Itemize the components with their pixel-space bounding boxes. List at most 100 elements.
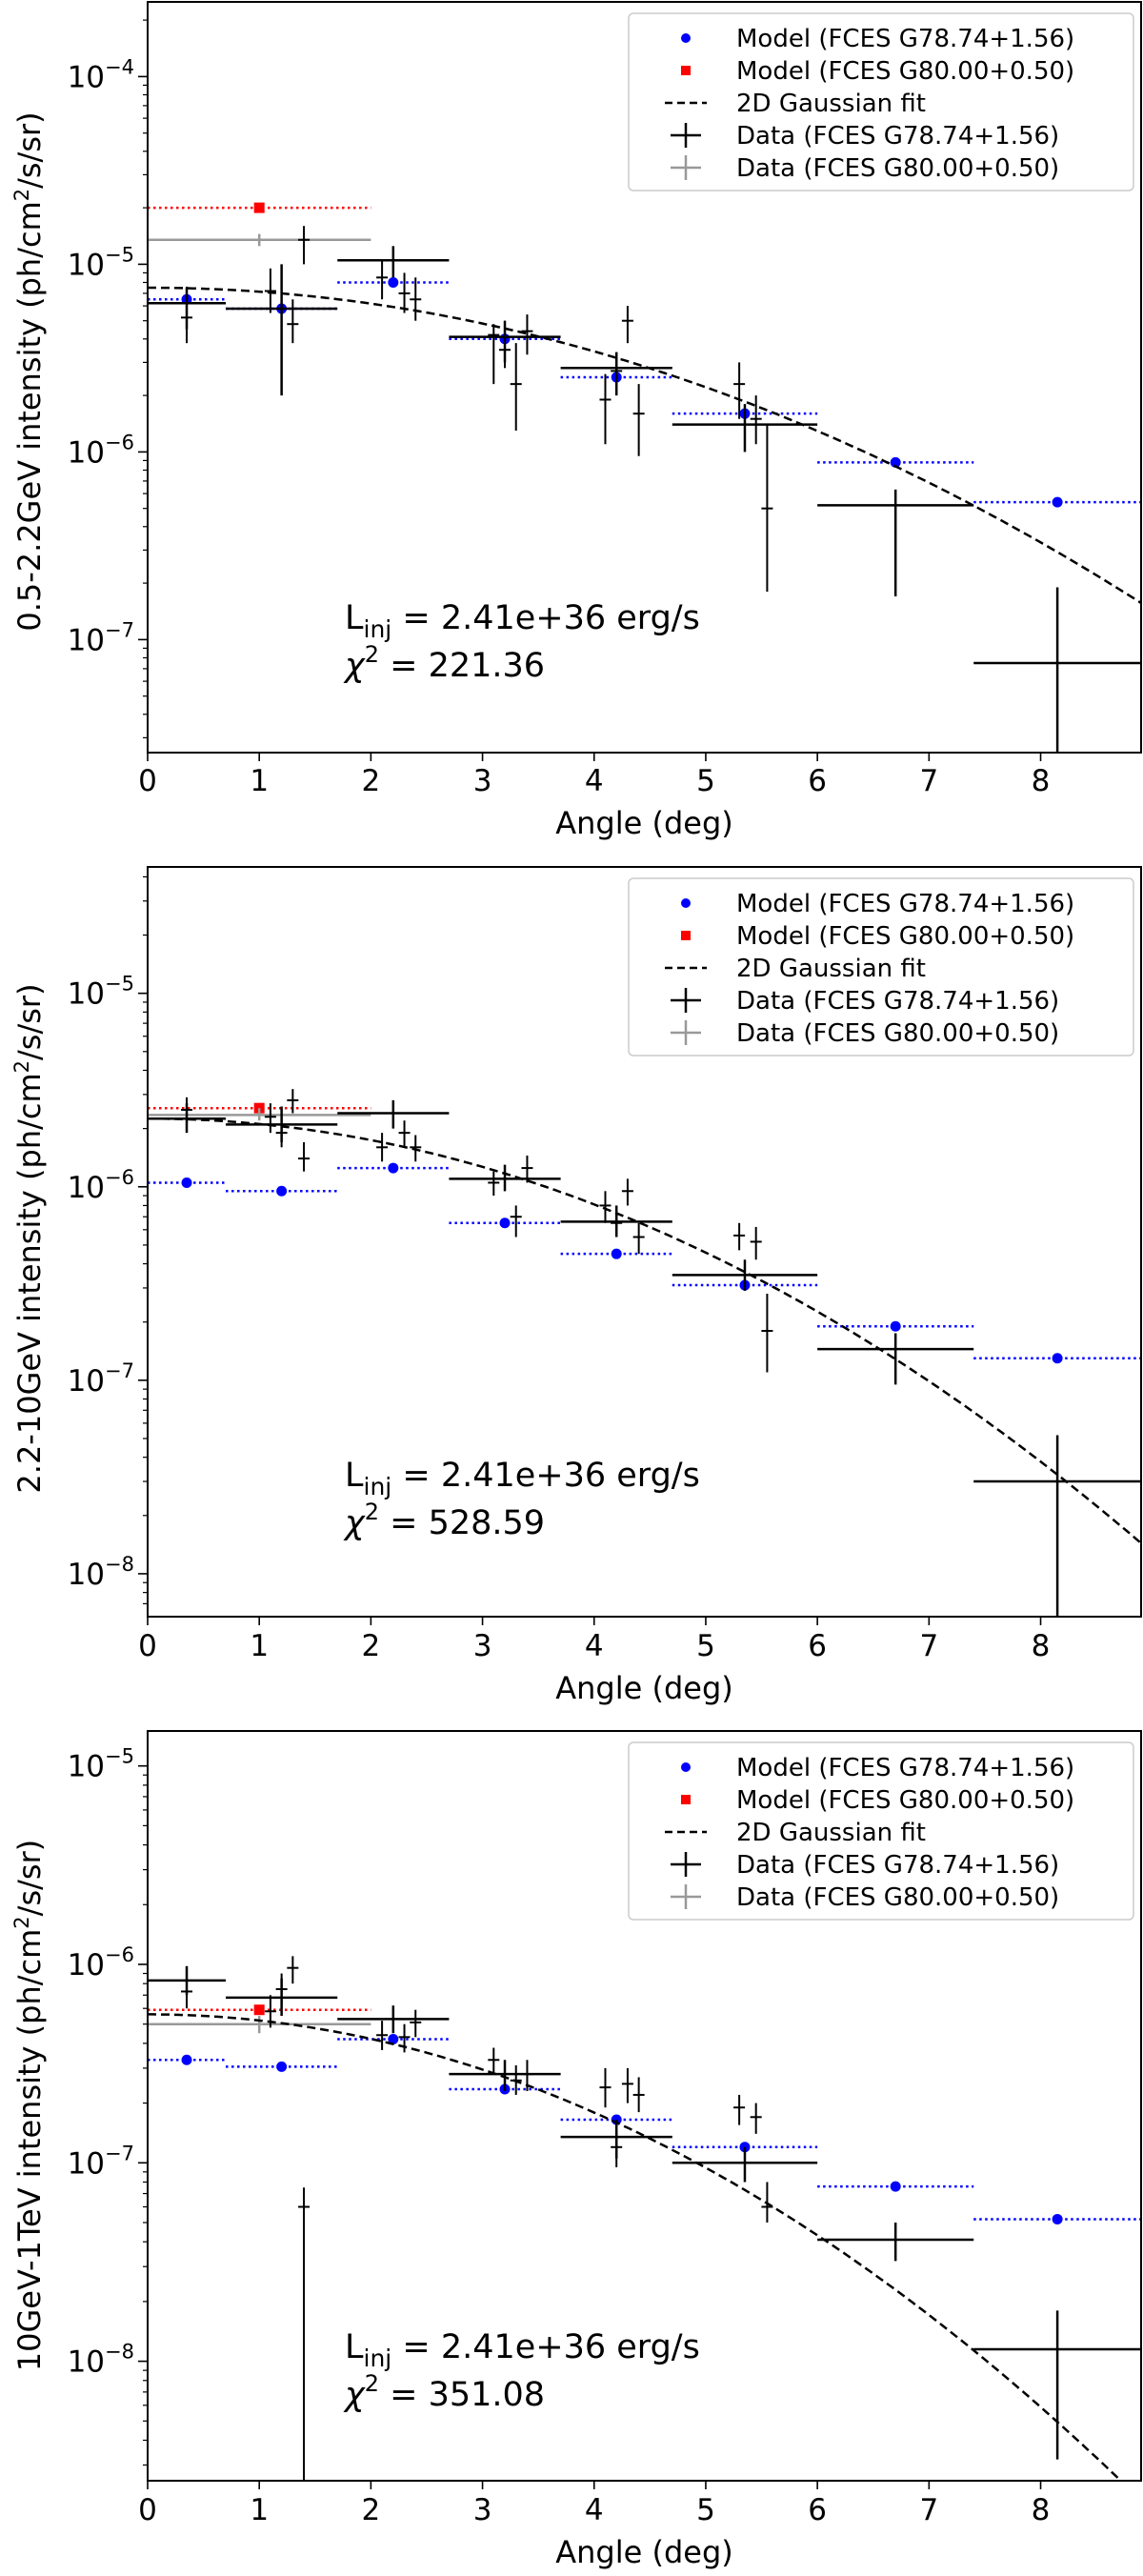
data-g78-point-9 <box>499 1168 511 1192</box>
legend-label-1: Model (FCES G80.00+0.50) <box>736 57 1074 86</box>
data-g78-point-17 <box>750 1226 762 1260</box>
x-tick-label-5: 5 <box>696 1629 715 1663</box>
legend-label-4: Data (FCES G80.00+0.50) <box>736 1019 1059 1048</box>
data-g80-point-0 <box>148 2016 371 2034</box>
model-g78-point-1 <box>276 2061 288 2072</box>
panel-middle: 0 1 2 3 4 5 6 7 8 10−8 10−7 10−6 10−5 Angle (deg) 2.2-… <box>10 866 1142 1706</box>
legend-label-3: Data (FCES G78.74+1.56) <box>736 987 1059 1016</box>
legend-label-0: Model (FCES G78.74+1.56) <box>736 1754 1074 1782</box>
data-g78-bin-2 <box>337 246 450 278</box>
data-g78-point-7 <box>488 324 500 385</box>
data-g78-point-10 <box>521 314 533 355</box>
legend-box <box>628 1741 1134 1921</box>
data-g78-bin-6 <box>817 2222 974 2262</box>
legend-marker-model-g78 <box>681 33 691 43</box>
axes-frame <box>147 1730 1142 2482</box>
data-g80-point-0 <box>148 1108 371 1121</box>
legend-marker-data-g78 <box>671 988 701 1013</box>
x-tick-label-7: 7 <box>919 1629 938 1663</box>
model-g78-point-6 <box>890 1320 901 1332</box>
data-g78-point-11 <box>599 373 612 445</box>
axes-frame <box>147 1 1142 754</box>
chi-square-annotation: χ2 = 351.08 <box>343 2370 545 2414</box>
data-g78-point-15 <box>733 362 746 419</box>
legend-label-2: 2D Gaussian fit <box>736 90 926 118</box>
legend-label-0: Model (FCES G78.74+1.56) <box>736 890 1074 918</box>
luminosity-annotation: Linj = 2.41e+36 erg/s <box>345 1457 700 1500</box>
legend-box <box>628 12 1134 191</box>
data-g78-point-0 <box>181 286 193 344</box>
x-tick-label-4: 4 <box>585 764 604 798</box>
data-g78-bin-3 <box>449 2060 561 2091</box>
y-tick-label-2: 10−6 <box>68 1943 134 1982</box>
x-axis-label: Angle (deg) <box>555 2534 733 2570</box>
chi-square-annotation: χ2 = 221.36 <box>343 641 545 685</box>
data-g78-point-6 <box>410 277 422 321</box>
data-g78-bin-6 <box>817 489 974 596</box>
data-g78-point-4 <box>298 1141 311 1172</box>
data-g78-point-6 <box>398 1120 411 1148</box>
gaussian-fit-line <box>148 2013 1123 2481</box>
data-g78-point-16 <box>750 2103 762 2134</box>
data-g78-bin-5 <box>672 1259 818 1291</box>
data-g78-point-4 <box>298 2187 311 2481</box>
x-tick-label-3: 3 <box>473 764 492 798</box>
data-g78-point-16 <box>733 1222 746 1251</box>
x-tick-label-3: 3 <box>473 2493 492 2527</box>
model-g78-point-6 <box>890 2181 901 2192</box>
legend-label-4: Data (FCES G80.00+0.50) <box>736 154 1059 183</box>
y-tick-label-2: 10−6 <box>68 1166 134 1205</box>
legend-label-4: Data (FCES G80.00+0.50) <box>736 1883 1059 1912</box>
data-g78-point-12 <box>611 2130 623 2167</box>
x-tick-label-7: 7 <box>919 2493 938 2527</box>
x-tick-label-8: 8 <box>1032 764 1051 798</box>
y-axis-label: 2.2-10GeV intensity (ph/cm2/s/sr) <box>10 983 48 1493</box>
panel-bottom: 0 1 2 3 4 5 6 7 8 10−8 10−7 10−6 10−5 Angle (deg) 10Ge… <box>10 1730 1142 2570</box>
data-g78-point-5 <box>398 272 411 313</box>
model-g78-point-7 <box>1052 1353 1063 1364</box>
data-g78-point-11 <box>521 1155 533 1183</box>
y-tick-label-0: 10−8 <box>68 1553 134 1592</box>
legend-marker-data-g80 <box>671 1884 701 1909</box>
data-g78-point-0 <box>181 1097 193 1125</box>
panel-top: 0 1 2 3 4 5 6 7 8 10−7 10−6 10−5 10−4 Angle (deg) 0.5-… <box>10 1 1142 841</box>
plot-area <box>148 1089 1141 1617</box>
x-tick-label-5: 5 <box>696 764 715 798</box>
data-g78-point-1 <box>264 1103 276 1134</box>
x-tick-label-4: 4 <box>585 2493 604 2527</box>
x-tick-label-1: 1 <box>250 764 269 798</box>
data-g78-bin-6 <box>817 1333 974 1385</box>
x-tick-label-2: 2 <box>362 2493 381 2527</box>
plot-area <box>148 202 1141 753</box>
gaussian-fit-line <box>148 286 1141 604</box>
data-g78-point-1 <box>264 268 276 313</box>
x-tick-label-2: 2 <box>362 1629 381 1663</box>
y-tick-label-1: 10−7 <box>68 2142 134 2181</box>
data-g78-point-14 <box>632 2077 645 2113</box>
legend-marker-model-g80 <box>681 931 691 940</box>
model-g78-point-0 <box>181 2054 192 2065</box>
legend-marker-data-g80 <box>671 1020 701 1045</box>
data-g78-point-17 <box>761 424 773 593</box>
data-g78-bin-7 <box>973 1435 1141 1617</box>
legend-label-0: Model (FCES G78.74+1.56) <box>736 25 1074 53</box>
data-g78-point-0 <box>181 1968 193 2009</box>
x-axis-label: Angle (deg) <box>555 805 733 841</box>
x-tick-label-6: 6 <box>808 1629 827 1663</box>
model-g78-point-2 <box>388 2033 399 2044</box>
data-g78-bin-2 <box>337 2005 450 2034</box>
data-g78-point-3 <box>287 1089 299 1114</box>
model-g80-point-0 <box>253 2004 265 2016</box>
y-tick-label-3: 10−4 <box>68 55 134 94</box>
data-g78-point-4 <box>376 260 389 300</box>
legend: Model (FCES G78.74+1.56) Model (FCES G80.… <box>628 12 1134 191</box>
data-g78-point-11 <box>599 2067 612 2108</box>
model-g78-point-0 <box>181 1177 192 1188</box>
luminosity-annotation: Linj = 2.41e+36 erg/s <box>345 2328 700 2372</box>
data-g80-point-0 <box>148 233 371 247</box>
data-g78-bin-5 <box>672 2146 818 2183</box>
model-g78-point-7 <box>1052 496 1063 508</box>
legend-marker-data-g80 <box>671 155 701 180</box>
data-g78-point-3 <box>287 1956 299 1984</box>
